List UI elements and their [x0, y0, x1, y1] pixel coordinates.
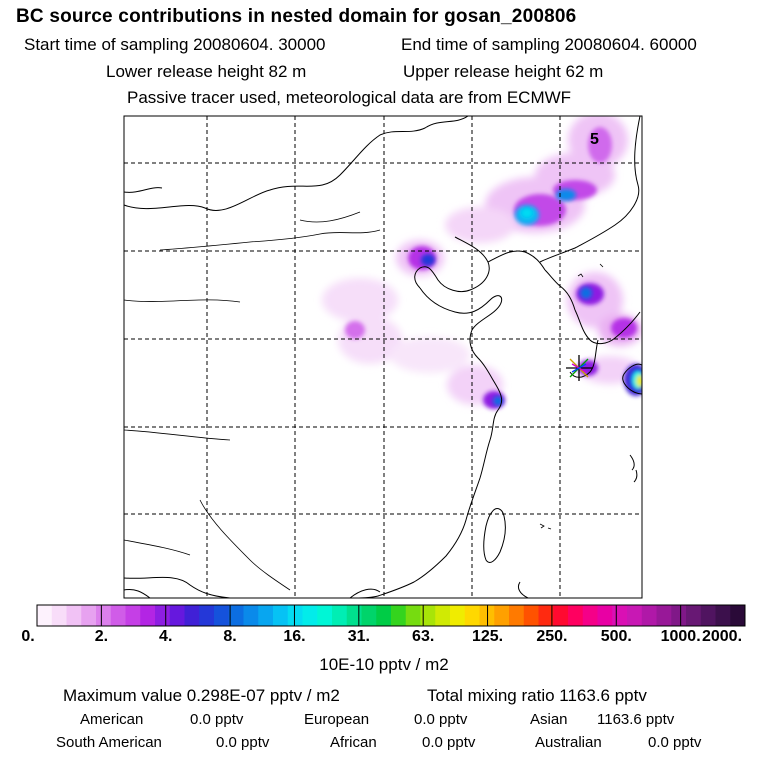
african-label: African [330, 734, 377, 751]
australian-label: Australian [535, 734, 602, 751]
colorbar-tick-label: 8. [223, 628, 237, 645]
total-mixing-ratio: Total mixing ratio 1163.6 pptv [427, 686, 647, 705]
asian-value: 1163.6 pptv [597, 711, 675, 728]
colorbar-swatch [37, 605, 53, 626]
colorbar-swatch [582, 605, 598, 626]
colorbar-swatch [686, 605, 702, 626]
receptor-star-marker [566, 355, 592, 381]
australian-value: 0.0 pptv [648, 734, 702, 751]
south-american-value: 0.0 pptv [216, 734, 270, 751]
african-value: 0.0 pptv [422, 734, 476, 751]
colorbar-tick-label: 250. [536, 628, 568, 645]
colorbar-tick-label: 2000. [701, 628, 743, 645]
colorbar-swatch [96, 605, 112, 626]
colorbar-tick-label: 63. [412, 628, 435, 645]
colorbar-swatch [641, 605, 657, 626]
maximum-value: Maximum value 0.298E-07 pptv / m2 [63, 686, 340, 705]
colorbar-swatch [214, 605, 230, 626]
american-label: American [80, 711, 144, 728]
lower-release-height: Lower release height 82 m [106, 62, 307, 81]
colorbar-swatch [391, 605, 407, 626]
colorbar-tick-label: 31. [347, 628, 370, 645]
colorbar-swatch [538, 605, 554, 626]
colorbar-swatch [273, 605, 289, 626]
colorbar-swatch [420, 605, 436, 626]
colorbar-swatch [523, 605, 539, 626]
colorbar-swatch [199, 605, 215, 626]
colorbar-tick-label: 500. [600, 628, 632, 645]
colorbar-swatch [435, 605, 451, 626]
colorbar-swatch [169, 605, 185, 626]
colorbar-swatch [671, 605, 687, 626]
colorbar-swatch [361, 605, 377, 626]
colorbar-swatch [405, 605, 421, 626]
south-american-label: South American [56, 734, 162, 751]
european-label: European [304, 711, 370, 728]
colorbar-swatch [155, 605, 171, 626]
colorbar-tick-label: 0. [21, 628, 35, 645]
colorbar-swatch [553, 605, 569, 626]
asian-label: Asian [530, 711, 568, 728]
corner-label: 5 [590, 131, 599, 148]
colorbar-swatch [140, 605, 156, 626]
colorbar-swatch [494, 605, 510, 626]
political-borders [124, 211, 381, 591]
colorbar-swatch [51, 605, 67, 626]
colorbar [37, 605, 746, 626]
small-islands [539, 263, 604, 530]
colorbar-swatch [450, 605, 466, 626]
colorbar-swatch [66, 605, 82, 626]
colorbar-frame [36, 604, 746, 627]
colorbar-swatch [317, 605, 333, 626]
colorbar-tick-label: 1000. [660, 628, 701, 645]
colorbar-swatch [715, 605, 731, 626]
colorbar-swatch [376, 605, 392, 626]
colorbar-swatch [184, 605, 200, 626]
colorbar-swatch [627, 605, 643, 626]
colorbar-tick-label: 125. [471, 628, 504, 645]
colorbar-swatch [258, 605, 274, 626]
tracer-info: Passive tracer used, meteorological data… [127, 88, 572, 107]
colorbar-swatch [509, 605, 525, 626]
upper-release-height: Upper release height 62 m [403, 62, 604, 81]
colorbar-units: 10E-10 pptv / m2 [319, 655, 449, 674]
start-time: Start time of sampling 20080604. 30000 [24, 35, 326, 54]
page-title: BC source contributions in nested domain… [16, 6, 577, 27]
colorbar-tick-label: 4. [159, 628, 173, 645]
colorbar-swatch [228, 605, 244, 626]
coastlines [124, 116, 642, 598]
graticule [124, 116, 642, 598]
colorbar-swatch [700, 605, 716, 626]
map-frame [123, 115, 643, 599]
colorbar-swatch [302, 605, 318, 626]
colorbar-swatch [243, 605, 259, 626]
european-value: 0.0 pptv [414, 711, 468, 728]
colorbar-swatch [81, 605, 97, 626]
colorbar-swatch [568, 605, 584, 626]
colorbar-swatch [287, 605, 303, 626]
colorbar-swatch [597, 605, 613, 626]
taiwan-island [483, 508, 506, 563]
colorbar-tick-label: 2. [94, 628, 109, 645]
colorbar-swatch [656, 605, 672, 626]
colorbar-swatch [730, 605, 746, 626]
colorbar-swatch [612, 605, 628, 626]
end-time: End time of sampling 20080604. 60000 [401, 35, 697, 54]
colorbar-swatch [464, 605, 480, 626]
colorbar-swatch [110, 605, 126, 626]
american-value: 0.0 pptv [190, 711, 244, 728]
colorbar-tick-label: 16. [283, 628, 306, 645]
colorbar-swatch [346, 605, 362, 626]
colorbar-swatch [125, 605, 141, 626]
colorbar-swatch [332, 605, 348, 626]
